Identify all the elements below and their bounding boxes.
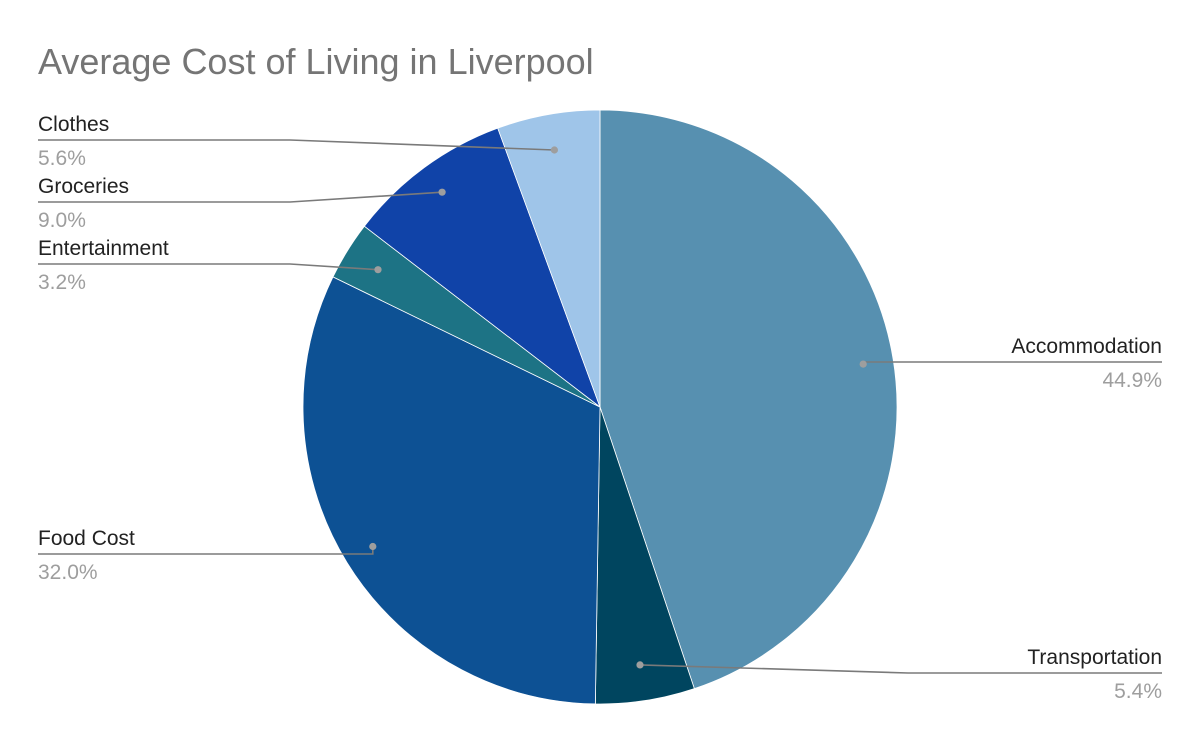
slice-percent-food-cost: 32.0% — [38, 561, 98, 584]
leader-dot-food-cost — [369, 542, 377, 551]
leader-line-clothes — [38, 139, 555, 151]
slice-label-food-cost: Food Cost — [38, 527, 135, 550]
leader-line-entertainment — [38, 263, 379, 271]
leader-line-accommodation — [862, 361, 1162, 365]
slice-label-entertainment: Entertainment — [38, 237, 169, 260]
pie-slices — [302, 109, 898, 705]
pie-slice-accommodation — [599, 109, 898, 690]
leader-line-groceries — [38, 191, 443, 203]
pie-leader-lines — [38, 139, 1162, 674]
slice-percent-transportation: 5.4% — [1114, 680, 1162, 703]
leader-dot-groceries — [438, 188, 446, 196]
slice-label-clothes: Clothes — [38, 113, 109, 136]
slice-percent-clothes: 5.6% — [38, 147, 86, 170]
pie-slice-groceries — [363, 127, 601, 409]
pie-slice-clothes — [497, 109, 601, 408]
leader-line-transportation — [639, 664, 1162, 674]
slice-label-transportation: Transportation — [1027, 646, 1162, 669]
chart-title: Average Cost of Living in Liverpool — [38, 41, 594, 82]
slice-percent-entertainment: 3.2% — [38, 271, 86, 294]
slice-percent-groceries: 9.0% — [38, 209, 86, 232]
slice-percent-accommodation: 44.9% — [1102, 369, 1162, 392]
leader-dot-accommodation — [859, 360, 867, 368]
leader-dot-clothes — [550, 146, 559, 154]
pie-labels: Accommodation 44.9% Transportation 5.4% Food… — [38, 113, 1162, 703]
leader-dot-entertainment — [374, 266, 382, 274]
slice-label-accommodation: Accommodation — [1011, 335, 1162, 358]
leader-dot-transportation — [636, 661, 644, 669]
pie-slice-food-cost — [302, 276, 601, 705]
slice-label-groceries: Groceries — [38, 175, 129, 198]
